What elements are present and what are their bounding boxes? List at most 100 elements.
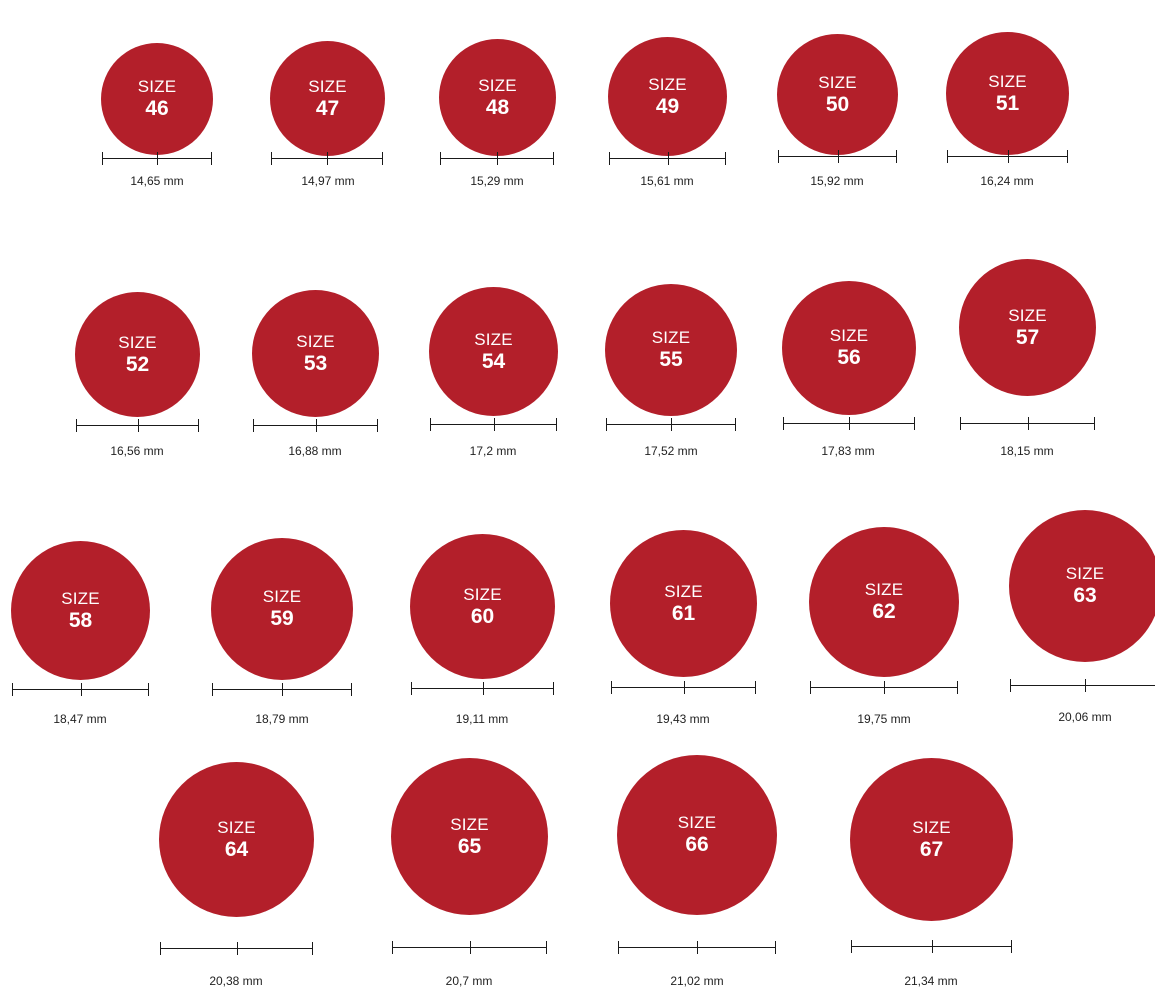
ring-circle: SIZE 62 [809,527,959,677]
size-number: 55 [659,348,683,371]
ring-circle: SIZE 63 [1009,510,1155,662]
ring-circle: SIZE 47 [270,41,385,156]
size-number: 60 [470,604,495,628]
diameter-label: 19,43 mm [656,712,710,726]
size-label: SIZE [829,326,869,345]
size-label: SIZE [648,74,687,94]
ring-circle: SIZE 56 [782,281,916,415]
size-number: 67 [919,837,944,861]
ring-circle: SIZE 66 [617,755,777,915]
size-label: SIZE [474,329,513,349]
size-label: SIZE [478,75,517,95]
ring-circle: SIZE 49 [608,37,727,156]
size-label: SIZE [217,817,256,837]
diameter-label: 20,38 mm [209,974,263,988]
diameter-label: 18,15 mm [1000,444,1054,458]
size-number: 52 [125,352,150,376]
ring-circle: SIZE 46 [101,43,213,155]
diameter-scale [609,152,726,165]
ring-circle: SIZE 60 [410,534,555,679]
diameter-scale [411,682,554,695]
size-number: 57 [1015,325,1040,349]
size-number: 64 [224,837,249,861]
size-label: SIZE [450,814,489,834]
diameter-label: 21,02 mm [670,974,724,988]
diameter-scale [618,941,776,954]
ring-circle: SIZE 52 [75,292,200,417]
size-number: 51 [995,91,1020,115]
ring-circle: SIZE 58 [11,541,150,680]
ring-circle: SIZE 57 [959,259,1096,396]
diameter-label: 15,29 mm [470,174,524,188]
diameter-label: 14,97 mm [301,174,355,188]
size-number: 54 [481,349,506,373]
ring-circle: SIZE 50 [777,34,898,155]
diameter-scale [440,152,554,165]
diameter-scale [271,152,383,165]
size-label: SIZE [1008,305,1047,325]
size-label: SIZE [463,584,502,604]
diameter-scale [947,150,1068,163]
diameter-label: 14,65 mm [130,174,184,188]
diameter-label: 17,2 mm [469,444,517,458]
diameter-label: 20,7 mm [445,974,493,988]
diameter-label: 21,34 mm [904,974,958,988]
size-label: SIZE [262,587,302,606]
diameter-scale [212,683,352,696]
size-number: 48 [485,95,510,119]
ring-circle: SIZE 55 [605,284,737,416]
size-number: 58 [68,608,93,632]
ring-circle: SIZE 53 [252,290,379,417]
diameter-label: 17,52 mm [644,444,698,458]
diameter-scale [810,681,958,694]
size-number: 61 [671,601,696,625]
size-number: 46 [145,97,169,120]
ring-circle: SIZE 61 [610,530,757,677]
diameter-scale [76,419,199,432]
size-label: SIZE [61,588,100,608]
size-number: 56 [837,346,861,369]
ring-circle: SIZE 48 [439,39,556,156]
size-number: 47 [315,96,340,120]
diameter-scale [430,418,557,431]
size-label: SIZE [864,580,904,599]
diameter-scale [611,681,756,694]
diameter-label: 16,56 mm [110,444,164,458]
ring-circle: SIZE 54 [429,287,558,416]
diameter-label: 17,83 mm [821,444,875,458]
ring-circle: SIZE 51 [946,32,1069,155]
size-label: SIZE [664,581,703,601]
diameter-scale [102,152,212,165]
diameter-label: 15,92 mm [810,174,864,188]
diameter-scale [783,417,915,430]
diameter-label: 18,79 mm [255,712,309,726]
size-number: 63 [1073,584,1097,607]
size-label: SIZE [118,332,157,352]
diameter-label: 16,24 mm [980,174,1034,188]
diameter-scale [1010,679,1155,692]
diameter-scale [606,418,736,431]
ring-circle: SIZE 59 [211,538,353,680]
ring-circle: SIZE 65 [391,758,548,915]
size-label: SIZE [308,76,347,96]
size-number: 50 [825,92,850,116]
size-label: SIZE [677,813,717,832]
diameter-label: 20,06 mm [1058,710,1112,724]
size-label: SIZE [651,328,691,347]
size-label: SIZE [137,77,177,96]
diameter-scale [253,419,378,432]
size-label: SIZE [988,71,1027,91]
diameter-label: 15,61 mm [640,174,694,188]
size-number: 59 [270,607,294,630]
diameter-label: 18,47 mm [53,712,107,726]
diameter-scale [160,942,313,955]
diameter-scale [778,150,897,163]
diameter-label: 16,88 mm [288,444,342,458]
diameter-scale [12,683,149,696]
diameter-label: 19,75 mm [857,712,911,726]
size-label: SIZE [296,331,335,351]
size-label: SIZE [912,817,951,837]
diameter-scale [960,417,1095,430]
diameter-scale [851,940,1012,953]
size-label: SIZE [1065,564,1105,583]
